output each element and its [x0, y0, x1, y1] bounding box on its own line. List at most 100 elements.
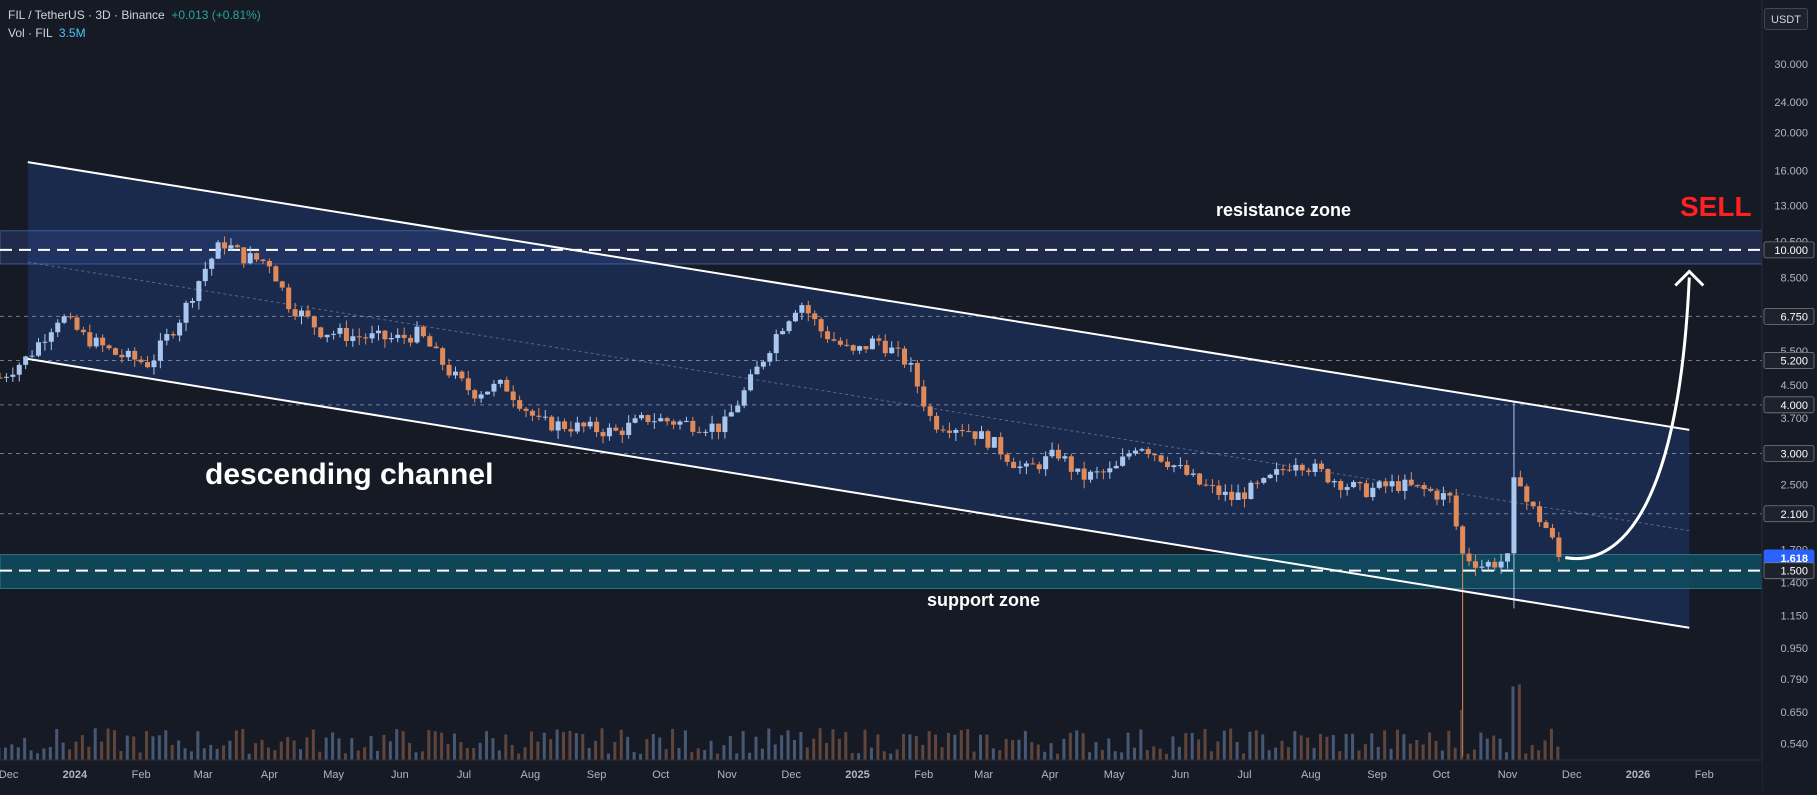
volume-bar	[1479, 732, 1483, 760]
candle-body	[1402, 479, 1408, 491]
candle-body	[863, 346, 869, 350]
price-label: 10.000	[1774, 245, 1808, 257]
candle-body	[555, 421, 561, 431]
volume-bar	[119, 750, 123, 760]
candle-body	[478, 394, 484, 399]
volume-bar	[529, 731, 533, 760]
y-tick-label: 3.700	[1780, 413, 1808, 425]
currency-badge[interactable]: USDT	[1764, 8, 1808, 30]
volume-bar	[1312, 747, 1316, 760]
x-tick-label: Nov	[717, 769, 737, 781]
volume-bar	[1049, 743, 1053, 760]
candle-body	[959, 430, 965, 432]
candle-body	[1434, 490, 1440, 500]
volume-bar	[1549, 728, 1553, 760]
candle-body	[1376, 481, 1382, 488]
annotation-resistance-zone: resistance zone	[1216, 200, 1351, 220]
candle-body	[42, 341, 48, 343]
candle-body	[626, 422, 632, 435]
candle-body	[523, 408, 529, 411]
candle-body	[1421, 485, 1427, 490]
candle-body	[850, 345, 856, 351]
volume-bar	[125, 735, 129, 760]
volume-bar	[831, 729, 835, 760]
candle-body	[491, 383, 497, 392]
volume-bar	[1543, 740, 1547, 760]
candle-body	[671, 421, 677, 425]
volume-bar	[433, 731, 437, 760]
volume-bar	[1421, 744, 1425, 760]
volume-bar	[1485, 738, 1489, 760]
x-tick-label: Feb	[132, 769, 151, 781]
price-label: 6.750	[1780, 311, 1808, 323]
y-tick-label: 0.790	[1780, 674, 1808, 686]
candle-body	[690, 420, 696, 432]
volume-bar	[978, 734, 983, 760]
candle-body	[1030, 463, 1036, 465]
volume-bar	[1556, 746, 1560, 760]
volume-bar	[459, 742, 463, 760]
volume-label: Vol · FIL	[8, 26, 53, 40]
candle-body	[427, 336, 433, 347]
volume-bar	[1267, 750, 1271, 760]
candle-body	[1197, 473, 1203, 485]
volume-bar	[55, 729, 59, 760]
candle-body	[1043, 456, 1049, 470]
volume-bar	[869, 747, 873, 760]
volume-bar	[164, 730, 168, 760]
volume-bar	[1453, 747, 1457, 760]
volume-bar	[908, 734, 912, 760]
candle-body	[74, 317, 80, 330]
candle-body	[703, 431, 709, 433]
candle-body	[1415, 484, 1421, 486]
volume-bar	[170, 744, 174, 760]
volume-bar	[1434, 740, 1438, 760]
candle-body	[1254, 482, 1260, 484]
candle-body	[638, 415, 645, 419]
volume-bar	[683, 730, 687, 760]
candle-body	[895, 347, 901, 349]
volume-bar	[1120, 752, 1124, 760]
volume-bar	[369, 736, 373, 760]
candle-body	[1248, 482, 1254, 500]
candle-body	[632, 418, 638, 423]
volume-bar	[1472, 749, 1476, 760]
candle-body	[1351, 481, 1357, 488]
candle-body	[581, 422, 587, 427]
volume-bar	[260, 739, 264, 760]
volume-bar	[895, 749, 899, 760]
candle-body	[1325, 469, 1331, 483]
candle-body	[562, 421, 568, 429]
volume-bar	[812, 738, 816, 760]
candle-body	[914, 363, 920, 387]
candle-body	[1485, 561, 1491, 567]
volume-bar	[889, 753, 893, 760]
candle-body	[1453, 495, 1459, 527]
volume-bar	[1415, 740, 1419, 760]
volume-bar	[1030, 741, 1034, 760]
candle-body	[459, 371, 465, 379]
volume-bar	[555, 729, 559, 760]
volume-bar	[1286, 747, 1290, 760]
volume-bar	[1075, 730, 1079, 760]
x-tick-label: May	[1104, 769, 1125, 781]
candle-body	[382, 330, 388, 340]
price-label-box	[1763, 396, 1815, 414]
volume-bar	[401, 731, 405, 760]
volume-bar	[767, 728, 771, 760]
volume-bar	[1357, 750, 1361, 760]
candle-body	[485, 391, 491, 395]
volume-bar	[1158, 748, 1162, 760]
candle-body	[953, 430, 959, 433]
volume-bar	[1466, 753, 1470, 760]
candle-body	[1145, 449, 1151, 455]
volume-bar	[876, 734, 880, 760]
price-label-box	[1763, 307, 1815, 325]
volume-bar	[645, 738, 649, 760]
candle-body	[773, 334, 779, 354]
volume-bar	[414, 752, 418, 760]
volume-bar	[799, 732, 803, 760]
candle-body	[542, 416, 548, 418]
